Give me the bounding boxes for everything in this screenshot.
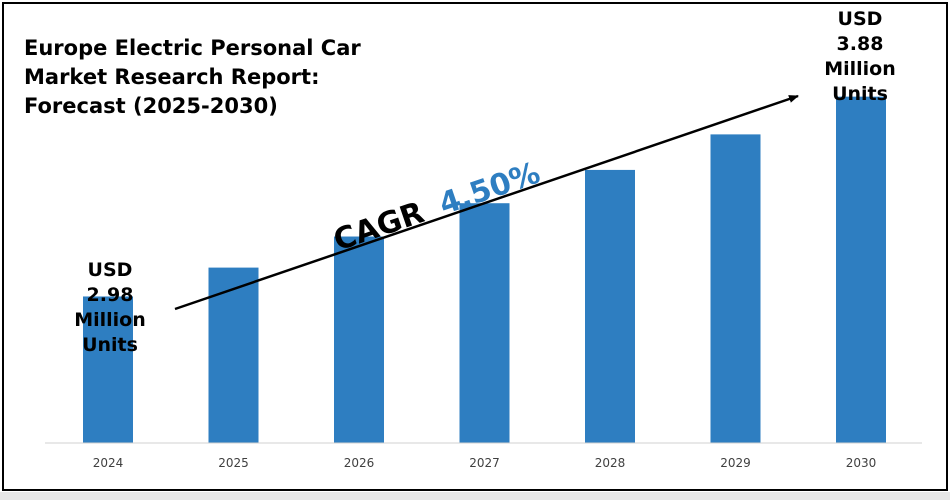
chart-title: Europe Electric Personal Car Market Rese… [24, 34, 424, 121]
callout-line: USD [87, 259, 133, 281]
chart-title-line: Europe Electric Personal Car [24, 36, 361, 60]
callout-line: Million [74, 309, 146, 331]
x-tick-label: 2029 [720, 456, 751, 470]
bars-group [83, 96, 886, 444]
callout-line: USD [837, 8, 883, 30]
x-tick-label: 2028 [595, 456, 626, 470]
x-tick-label: 2025 [218, 456, 249, 470]
callout-line: 2.98 [86, 284, 134, 306]
start-value-callout: USD 2.98 Million Units [55, 258, 165, 358]
callout-line: Units [832, 83, 888, 105]
chart-title-line: Market Research Report: [24, 65, 320, 89]
bar-2026 [334, 236, 384, 443]
cagr-label: CAGR 4.50% [329, 156, 544, 259]
chart-title-line: Forecast (2025-2030) [24, 94, 278, 118]
bar-2030 [836, 96, 886, 444]
x-tick-labels: 2024 2025 2026 2027 2028 2029 2030 [93, 456, 877, 470]
x-tick-label: 2026 [344, 456, 375, 470]
bar-2028 [585, 169, 635, 444]
footer-band [0, 492, 950, 500]
callout-line: Units [82, 334, 138, 356]
bar-2029 [710, 134, 761, 443]
x-tick-label: 2027 [469, 456, 500, 470]
callout-line: Million [824, 58, 896, 80]
trend-arrow [174, 94, 799, 311]
end-value-callout: USD 3.88 Million Units [805, 7, 915, 107]
bar-2027 [459, 203, 510, 443]
callout-line: 3.88 [836, 33, 884, 55]
bar-2025 [208, 267, 259, 443]
x-tick-label: 2030 [846, 456, 877, 470]
x-tick-label: 2024 [93, 456, 124, 470]
bar-2024 [83, 296, 133, 443]
